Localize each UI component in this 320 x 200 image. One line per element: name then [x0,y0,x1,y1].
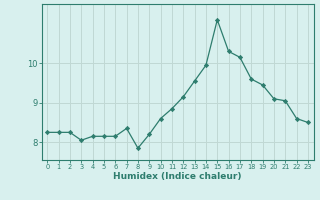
X-axis label: Humidex (Indice chaleur): Humidex (Indice chaleur) [113,172,242,181]
